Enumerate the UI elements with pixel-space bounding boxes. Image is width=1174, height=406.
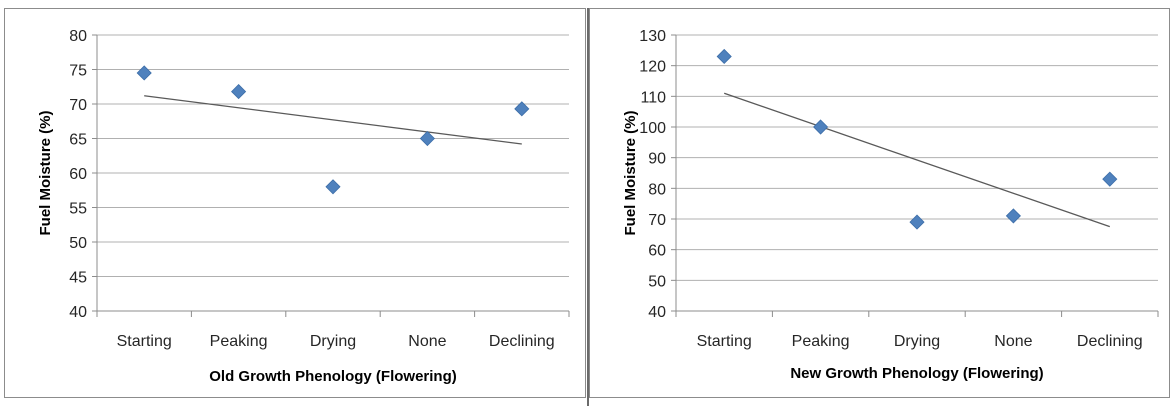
old-growth-chart-panel: 40 45 50 55 60 65 70 75 80 Starting Peaking Drying N…: [4, 8, 586, 398]
x-tick-label: None: [994, 333, 1032, 350]
y-tick-label: 45: [69, 270, 87, 287]
data-point-marker: [813, 119, 829, 135]
y-axis-title: Fuel Moisture (%): [37, 110, 54, 235]
y-tick-label: 65: [69, 132, 87, 149]
x-tick-label: Drying: [894, 333, 940, 350]
y-tick-label: 50: [69, 235, 87, 252]
y-tick-label: 40: [648, 304, 666, 321]
y-tick-label: 80: [648, 181, 666, 198]
x-tick-label: Peaking: [210, 333, 268, 350]
data-point-marker: [231, 84, 247, 100]
x-axis-title: New Growth Phenology (Flowering): [790, 365, 1043, 382]
y-tick-label: 70: [69, 97, 87, 114]
y-tick-label: 120: [639, 59, 666, 76]
y-tick-label: 75: [69, 63, 87, 80]
old-growth-chart: 40 45 50 55 60 65 70 75 80 Starting Peaking Drying N…: [37, 28, 570, 385]
new-growth-chart: 40 50 60 70 80 90 100 110 120 130 Starting Peaking D…: [622, 28, 1159, 382]
x-tick-label: None: [408, 333, 446, 350]
data-point-marker: [1102, 171, 1118, 187]
data-point-marker: [419, 130, 435, 147]
y-tick-label: 60: [648, 243, 666, 260]
y-tick-label: 100: [639, 120, 666, 137]
data-point-marker: [909, 214, 925, 230]
x-axis-title: Old Growth Phenology (Flowering): [209, 368, 457, 385]
y-tick-label: 40: [69, 304, 87, 321]
y-tick-label: 110: [640, 89, 666, 106]
x-tick-label: Declining: [1077, 333, 1143, 350]
x-tick-label: Drying: [310, 333, 356, 350]
data-point-marker: [514, 101, 530, 117]
y-tick-label: 60: [69, 166, 87, 183]
y-tick-label: 50: [648, 273, 666, 290]
x-tick-label: Peaking: [792, 333, 850, 350]
data-point-marker: [1005, 208, 1021, 224]
panel-divider: [587, 8, 589, 406]
y-tick-label: 70: [648, 212, 666, 229]
x-tick-label: Starting: [117, 333, 172, 350]
y-tick-label: 90: [648, 151, 666, 168]
data-point-marker: [136, 65, 152, 81]
y-tick-label: 130: [639, 28, 666, 45]
data-point-marker: [716, 48, 732, 65]
x-tick-label: Starting: [697, 333, 752, 350]
x-tick-label: Declining: [489, 333, 555, 350]
y-tick-label: 80: [69, 28, 87, 45]
trendline: [723, 92, 1111, 228]
new-growth-chart-panel: 40 50 60 70 80 90 100 110 120 130 Starting Peaking D…: [589, 8, 1170, 398]
y-tick-label: 55: [69, 201, 87, 218]
trendline: [144, 95, 522, 145]
data-point-marker: [325, 179, 341, 195]
y-axis-title: Fuel Moisture (%): [622, 110, 639, 235]
